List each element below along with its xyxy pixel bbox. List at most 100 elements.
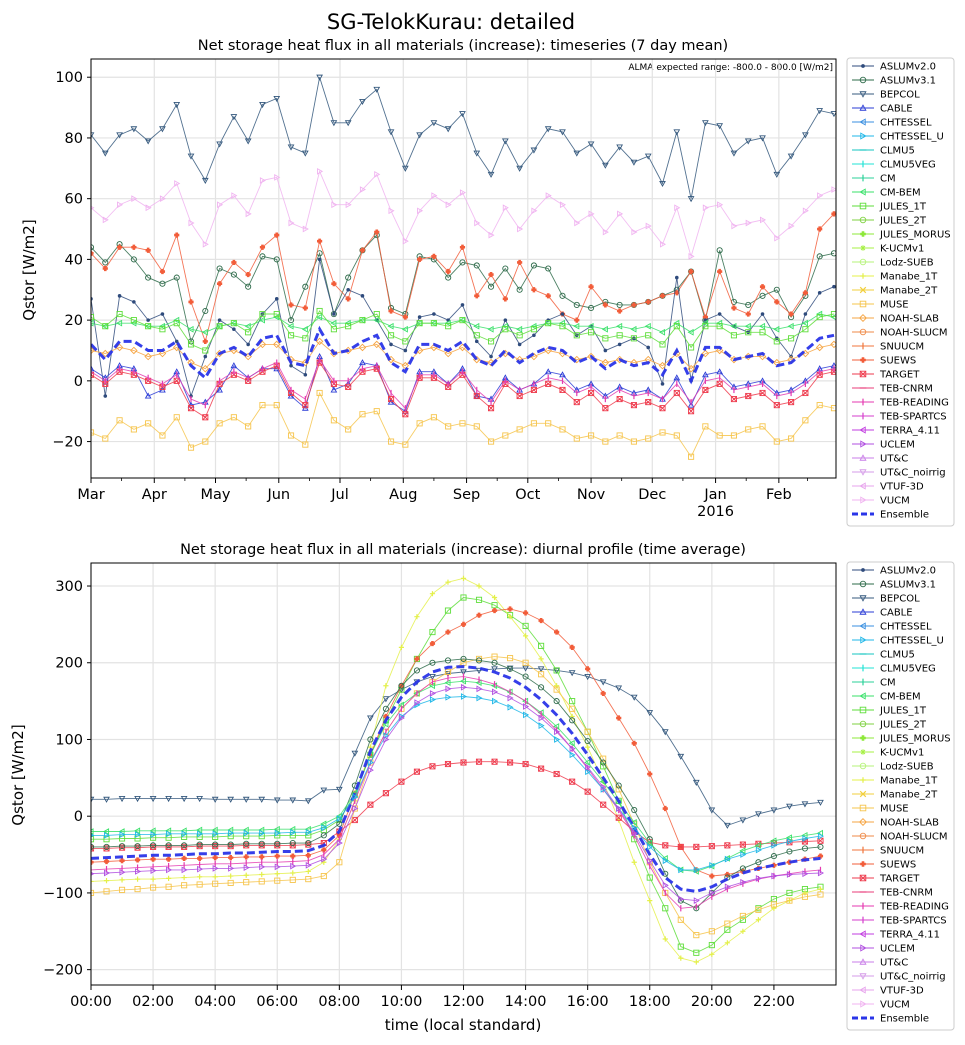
ts-data-point bbox=[516, 332, 523, 339]
di-xtick-label: 02:00 bbox=[132, 994, 174, 1010]
di-data-point bbox=[678, 895, 685, 903]
di-data-point bbox=[320, 872, 327, 880]
di-data-point bbox=[336, 815, 343, 822]
ts-data-point bbox=[330, 319, 337, 327]
ts-data-point bbox=[802, 207, 809, 215]
di-data-point bbox=[554, 736, 561, 743]
ts-data-point bbox=[531, 287, 537, 293]
di-ytick-label: 300 bbox=[55, 579, 83, 595]
ts-markers-vucm bbox=[91, 167, 836, 260]
di-data-point bbox=[382, 696, 390, 703]
di-data-point bbox=[631, 859, 637, 865]
di-data-point bbox=[444, 670, 452, 678]
ts-legend-entry: ASLUMv3.1 bbox=[852, 76, 936, 87]
ts-data-point bbox=[701, 349, 710, 358]
ts-xtick-label: Apr bbox=[142, 487, 167, 503]
ts-data-point bbox=[516, 286, 523, 293]
ts-data-point bbox=[358, 343, 367, 352]
di-data-point bbox=[491, 602, 498, 609]
ts-plot: −20 0 20 40 60 80 100 Mar Apr May Jun Jul Aug Sep Oct N… bbox=[52, 58, 837, 520]
ts-data-point bbox=[488, 231, 495, 239]
di-legend-entry: VTUF-3D bbox=[852, 986, 924, 997]
di-data-point bbox=[740, 851, 747, 858]
ts-data-point bbox=[116, 417, 123, 424]
ts-data-point bbox=[616, 301, 623, 308]
timeseries-title: Net storage heat flux in all materials (… bbox=[198, 38, 728, 54]
di-legend-marker bbox=[860, 749, 866, 755]
ts-data-point bbox=[544, 346, 552, 355]
ts-data-point bbox=[345, 201, 352, 209]
ts-data-point bbox=[745, 426, 752, 433]
ts-data-point bbox=[389, 342, 393, 347]
di-data-point bbox=[802, 870, 809, 878]
di-legend-marker bbox=[859, 832, 867, 840]
ts-data-point bbox=[815, 343, 824, 352]
ts-data-point bbox=[616, 432, 623, 439]
di-legend-label: MUSE bbox=[880, 804, 909, 815]
di-data-point bbox=[693, 843, 700, 850]
diurnal-xlabel: time (local standard) bbox=[385, 1016, 542, 1034]
ts-xtick-label: May bbox=[201, 487, 231, 503]
ts-data-point bbox=[373, 316, 380, 324]
di-legend-marker bbox=[859, 930, 866, 938]
ts-data-point bbox=[201, 177, 209, 184]
di-data-point bbox=[398, 644, 405, 650]
di-data-point bbox=[554, 683, 560, 689]
di-data-point bbox=[739, 865, 746, 872]
ts-data-point bbox=[602, 438, 609, 445]
di-data-point bbox=[351, 816, 358, 824]
ts-legend-label: ASLUMv2.0 bbox=[880, 62, 936, 73]
ts-data-point bbox=[302, 225, 309, 233]
ts-data-point bbox=[373, 310, 380, 318]
ts-data-point bbox=[401, 165, 409, 172]
di-legend-label: UCLEM bbox=[880, 944, 915, 955]
di-data-point bbox=[568, 670, 576, 677]
ts-data-point bbox=[102, 216, 109, 224]
ts-data-point bbox=[702, 323, 709, 330]
ts-legend-marker bbox=[859, 76, 867, 84]
di-data-point bbox=[661, 855, 668, 862]
di-legend-label: TERRA_4.11 bbox=[879, 930, 940, 941]
ts-series-line-ensemble bbox=[91, 325, 835, 385]
ts-data-point bbox=[146, 318, 150, 322]
di-xtick-label: 18:00 bbox=[629, 994, 671, 1010]
di-data-point bbox=[631, 829, 638, 837]
di-data-point bbox=[693, 897, 700, 904]
ts-data-point bbox=[545, 320, 552, 327]
di-data-point bbox=[274, 877, 281, 884]
di-data-point bbox=[616, 805, 623, 812]
di-data-point bbox=[197, 874, 203, 880]
ts-data-point bbox=[144, 392, 152, 399]
ts-data-point bbox=[346, 287, 350, 292]
di-data-point bbox=[336, 820, 343, 827]
ts-data-point bbox=[659, 293, 666, 299]
di-legend-marker bbox=[859, 958, 867, 965]
di-data-point bbox=[227, 879, 234, 887]
ts-data-point bbox=[188, 299, 194, 305]
di-data-point bbox=[553, 770, 560, 778]
di-legend-label: NOAH-SLUCM bbox=[880, 832, 948, 843]
ts-legend-label: JULES_MORUS bbox=[879, 230, 951, 241]
di-data-point bbox=[802, 835, 809, 842]
ts-data-point bbox=[202, 414, 209, 421]
ts-data-point bbox=[174, 339, 179, 344]
di-series-line-uclem bbox=[91, 686, 821, 902]
di-data-point bbox=[134, 843, 141, 850]
ts-data-point bbox=[331, 281, 337, 287]
di-data-point bbox=[166, 830, 173, 838]
di-data-point bbox=[662, 842, 669, 849]
ts-legend-label: Manabe_2T bbox=[880, 286, 938, 297]
ts-data-point bbox=[91, 365, 95, 372]
ts-data-point bbox=[416, 132, 423, 139]
di-data-point bbox=[631, 740, 637, 746]
di-data-point bbox=[801, 801, 809, 808]
di-data-point bbox=[615, 685, 623, 692]
di-data-point bbox=[817, 843, 824, 850]
di-data-point bbox=[507, 655, 514, 662]
di-data-point bbox=[476, 685, 483, 693]
di-legend-box bbox=[846, 561, 955, 1031]
di-legend-marker bbox=[859, 622, 866, 630]
ts-legend-label: CHTESSEL_U bbox=[880, 132, 944, 143]
ts-series-line-noah-slab bbox=[91, 340, 835, 370]
di-data-point bbox=[460, 594, 467, 601]
